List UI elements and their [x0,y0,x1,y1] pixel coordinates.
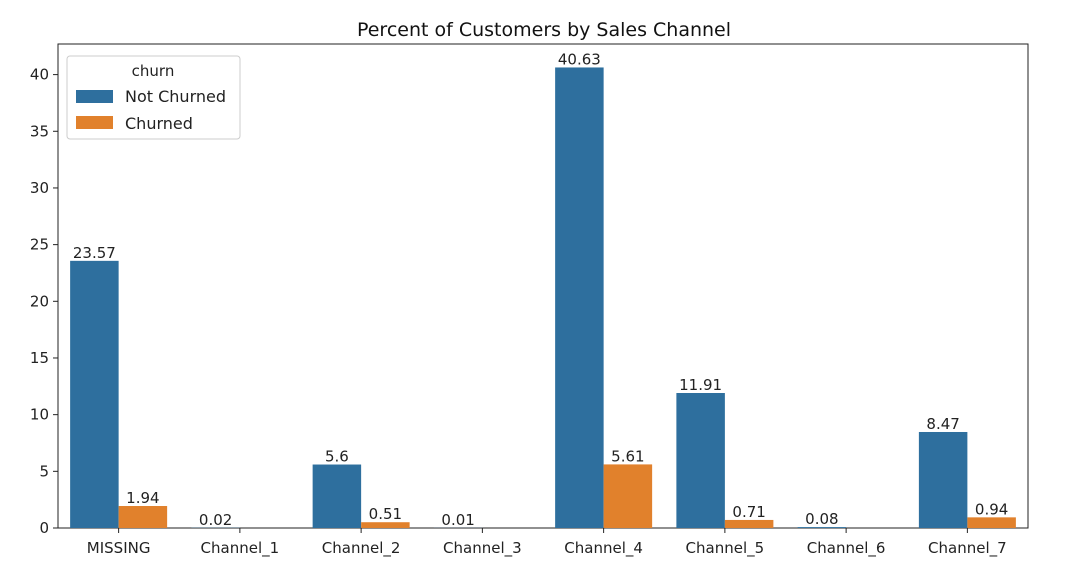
y-tick-label: 10 [30,406,49,424]
legend-label-churned: Churned [125,114,193,133]
data-label-not-churned-missing: 23.57 [73,244,116,262]
bar-not-churned-channel_6 [797,527,847,528]
y-tick-label: 40 [30,66,49,84]
x-tick-label: Channel_7 [928,539,1007,558]
legend-label-not-churned: Not Churned [125,87,226,106]
data-label-churned-channel_7: 0.94 [975,500,1008,518]
data-labels: 23.57 0.02 5.6 0.01 40.63 11.91 0.08 8.47 1.94 0.… [73,50,1008,528]
data-label-not-churned-channel_1: 0.02 [199,511,232,529]
legend-swatch-not-churned [76,90,113,103]
data-label-not-churned-channel_4: 40.63 [558,50,601,68]
y-tick-label: 20 [30,292,49,310]
data-label-churned-channel_5: 0.71 [732,503,765,521]
bar-churned-channel_7 [967,517,1016,528]
bar-not-churned-channel_7 [918,431,968,528]
bar-not-churned-missing [70,260,119,528]
data-label-not-churned-channel_6: 0.08 [805,510,838,528]
bar-not-churned-channel_4 [555,67,604,529]
data-label-churned-channel_4: 5.61 [611,447,644,465]
data-label-not-churned-channel_3: 0.01 [441,511,474,529]
axes: 0 5 10 15 20 25 30 35 40 MISSING Channel_1 Channel_… [30,43,1029,558]
legend: churn Not Churned Churned [66,55,241,140]
y-tick-label: 25 [30,236,49,254]
bars [70,67,1016,529]
bar-churned-channel_5 [724,519,774,528]
bar-churned-channel_4 [603,464,653,528]
plot-frame [57,43,1029,529]
data-label-not-churned-channel_2: 5.6 [325,448,349,466]
legend-swatch-churned [76,116,113,129]
data-label-churned-channel_2: 0.51 [369,505,402,523]
data-label-not-churned-channel_7: 8.47 [926,415,959,433]
x-tick-label: Channel_1 [201,539,280,558]
y-tick-label: 35 [30,122,49,140]
y-tick-label: 0 [39,519,49,537]
x-tick-label: Channel_3 [443,539,522,558]
bar-churned-missing [118,506,168,528]
data-label-churned-missing: 1.94 [126,489,159,507]
chart-title: Percent of Customers by Sales Channel [357,19,731,41]
bar-not-churned-channel_2 [312,464,362,528]
bar-churned-channel_2 [361,522,410,528]
data-label-not-churned-channel_5: 11.91 [679,376,722,394]
x-tick-label: MISSING [87,539,151,557]
x-tick-label: Channel_6 [807,539,886,558]
legend-title: churn [132,62,175,80]
x-tick-label: Channel_4 [564,539,643,558]
y-tick-label: 15 [30,349,49,367]
y-tick-label: 5 [39,462,49,480]
bar-not-churned-channel_5 [676,393,725,528]
x-tick-label: Channel_2 [322,539,401,558]
y-tick-label: 30 [30,179,49,197]
x-tick-label: Channel_5 [686,539,765,558]
